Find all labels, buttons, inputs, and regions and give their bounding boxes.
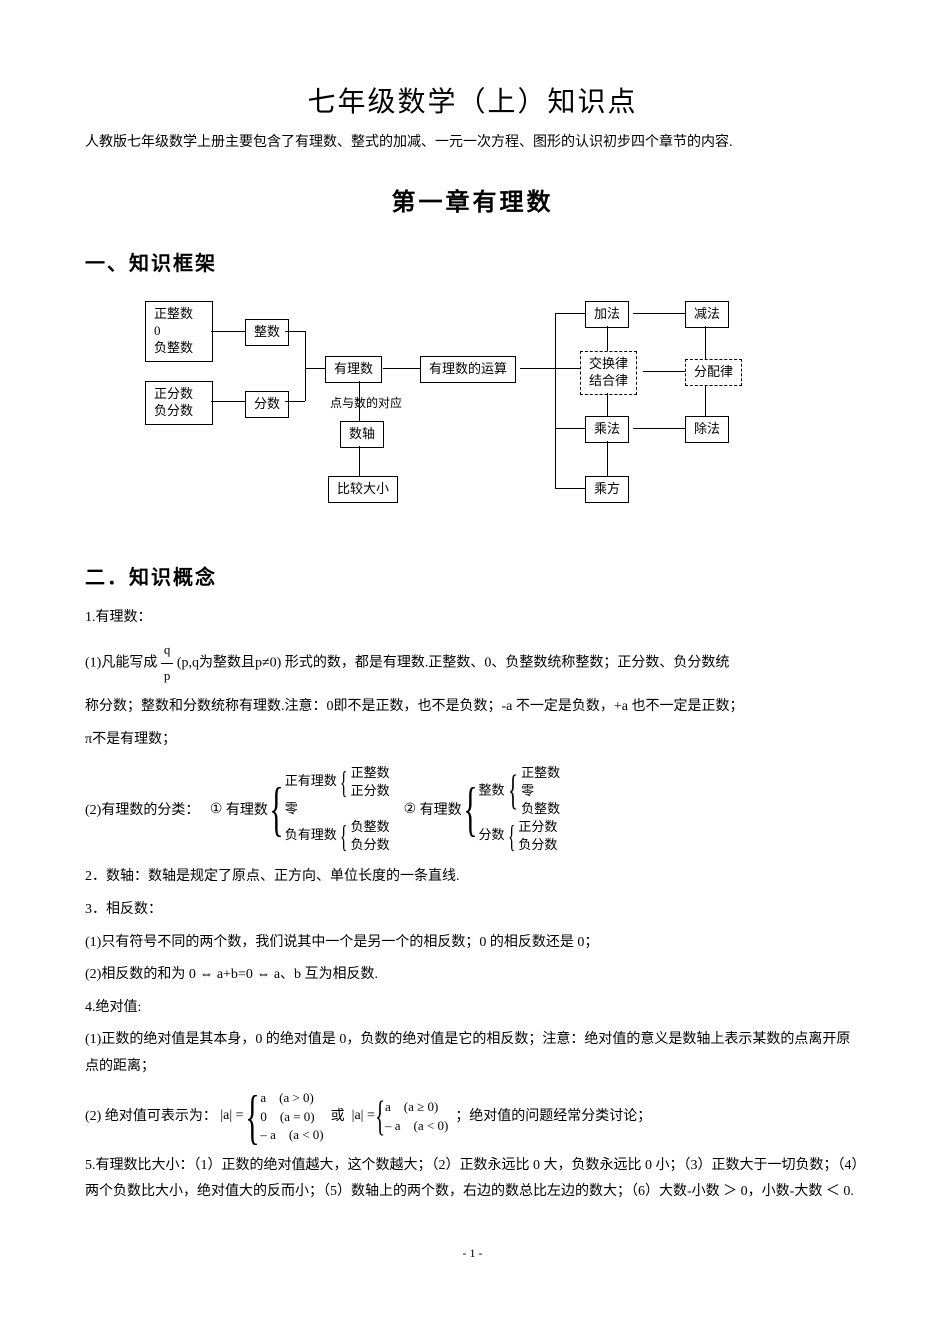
concept-3-1: (1)只有符号不同的两个数，我们说其中一个是另一个的相反数；0 的相反数还是 0… (85, 930, 860, 957)
brace-icon: { (508, 770, 518, 812)
concept-4-1: (1)正数的绝对值是其本身，0 的绝对值是 0，负数的绝对值是它的相反数；注意：… (85, 1027, 860, 1080)
node-mul: 乘法 (585, 416, 629, 443)
cls-pos-int: 正整数 (351, 764, 390, 782)
abs-expr-2case: |a| = { a (a ≥ 0) – a (a < 0) (352, 1096, 449, 1138)
concept-4-2: (2) 绝对值可表示为： |a| = { a (a > 0) 0 (a = 0)… (85, 1087, 860, 1147)
node-integers: 整数 (245, 319, 289, 346)
node-add: 加法 (585, 301, 629, 328)
section-2-heading: 二．知识概念 (85, 561, 860, 590)
cls-stack-2: 整数 { 正整数 零 负整数 分数 { 正分数 负分数 (478, 764, 560, 855)
cls-neg-rational: 负有理数 (285, 827, 337, 842)
abs-row2: 0 (a = 0) (260, 1108, 323, 1126)
label-classification: (2)有理数的分类： (85, 799, 199, 819)
classification-row: (2)有理数的分类： ① 有理数 { 正有理数 { 正整数 正分数 零 负有理数… (85, 764, 860, 855)
concept-5: 5.有理数比大小：（1）正数的绝对值越大，这个数越大；（2）正数永远比 0 大，… (85, 1153, 860, 1206)
concept-1-1: (1)凡能写成 q p (p,q为整数且p≠0) 形式的数，都是有理数.正整数、… (85, 638, 860, 688)
node-fractions: 分数 (245, 391, 289, 418)
node-pow: 乘方 (585, 476, 629, 503)
document-page: 七年级数学（上）知识点 人教版七年级数学上册主要包含了有理数、整式的加减、一元一… (0, 0, 945, 1301)
abs-expr-3case: |a| = { a (a > 0) 0 (a = 0) – a (a < 0) (220, 1087, 323, 1147)
concept-2: 2．数轴：数轴是规定了原点、正方向、单位长度的一条直线. (85, 864, 860, 891)
cls-zero: 零 (285, 800, 390, 818)
brace-icon: { (245, 1087, 259, 1147)
cls-neg-int2: 负整数 (521, 800, 560, 818)
brace-icon: { (375, 1096, 385, 1138)
concept-3: 3．相反数： (85, 897, 860, 924)
abs-lhs: |a| = (220, 1103, 243, 1130)
concept-1-heading: 1.有理数： (85, 605, 860, 632)
cls-int: 整数 (478, 782, 504, 797)
fraction-numerator: q (161, 638, 174, 664)
cls-pos-rational: 正有理数 (285, 773, 337, 788)
circled-2: ② (404, 801, 417, 818)
fraction-qp: q p (161, 638, 174, 688)
node-laws: 交换律 结合律 (580, 351, 637, 395)
node-axis: 数轴 (340, 421, 384, 448)
node-sub: 减法 (685, 301, 729, 328)
label-correspondence: 点与数的对应 (330, 396, 402, 412)
brace-icon: { (463, 779, 477, 839)
concept-1-1-cont: 称分数；整数和分数统称有理数.注意：0即不是正数，也不是负数；-a 不一定是负数… (85, 694, 860, 721)
section-1-heading: 一、知识框架 (85, 247, 860, 276)
intro-text: 人教版七年级数学上册主要包含了有理数、整式的加减、一元一次方程、图形的认识初步四… (85, 132, 860, 154)
abs-row3: – a (a < 0) (260, 1126, 323, 1144)
knowledge-diagram: 正整数 0 负整数 整数 正分数 负分数 分数 有理数 有理数的运算 点与数的对… (85, 291, 860, 541)
node-distributive: 分配律 (685, 359, 742, 386)
text-fragment: (p,q为整数且p≠0) 形式的数，都是有理数.正整数、0、负整数统称整数；正分… (177, 655, 730, 670)
concept-4: 4.绝对值: (85, 995, 860, 1022)
node-operations: 有理数的运算 (420, 356, 516, 383)
concept-1-1-cont2: π不是有理数； (85, 727, 860, 754)
text-fragment: (2) 绝对值可表示为： (85, 1109, 217, 1124)
page-title: 七年级数学（上）知识点 (85, 80, 860, 120)
cls-neg-int: 负整数 (351, 818, 390, 836)
text-fragment: 或 (331, 1109, 345, 1124)
abs-row-s1: a (a ≥ 0) (385, 1098, 448, 1116)
cls-neg-frac: 负分数 (351, 836, 390, 854)
cls-pos-int2: 正整数 (521, 764, 560, 782)
fraction-denominator: p (161, 664, 174, 689)
page-number: - 1 - (85, 1246, 860, 1261)
abs-lhs2: |a| = (352, 1103, 375, 1130)
text-fragment: (1)凡能写成 (85, 655, 157, 670)
node-compare: 比较大小 (328, 476, 398, 503)
cls-pos-frac: 正分数 (351, 782, 390, 800)
abs-row-s2: – a (a < 0) (385, 1117, 448, 1135)
brace-icon: { (508, 820, 516, 852)
node-rational: 有理数 (325, 356, 382, 383)
concept-3-2: (2)相反数的和为 0 ⇔ a+b=0 ⇔ a、b 互为相反数. (85, 962, 860, 989)
cls-neg-frac2: 负分数 (518, 836, 557, 854)
node-div: 除法 (685, 416, 729, 443)
cls-stack-1: 正有理数 { 正整数 正分数 零 负有理数 { 负整数 负分数 (285, 764, 390, 855)
brace-icon: { (340, 766, 348, 798)
cls-root-2: 有理数 (420, 799, 462, 819)
cls-frac: 分数 (478, 827, 504, 842)
cls-pos-frac2: 正分数 (518, 818, 557, 836)
brace-icon: { (269, 779, 283, 839)
cls-zero2: 零 (521, 782, 560, 800)
circled-1: ① (210, 801, 223, 818)
chapter-title: 第一章有理数 (85, 182, 860, 217)
node-fractions-breakdown: 正分数 负分数 (145, 381, 213, 425)
node-integers-breakdown: 正整数 0 负整数 (145, 301, 213, 362)
text-fragment: ；绝对值的问题经常分类讨论； (455, 1109, 651, 1124)
abs-row1: a (a > 0) (260, 1089, 323, 1107)
cls-root: 有理数 (226, 799, 268, 819)
brace-icon: { (340, 820, 348, 852)
